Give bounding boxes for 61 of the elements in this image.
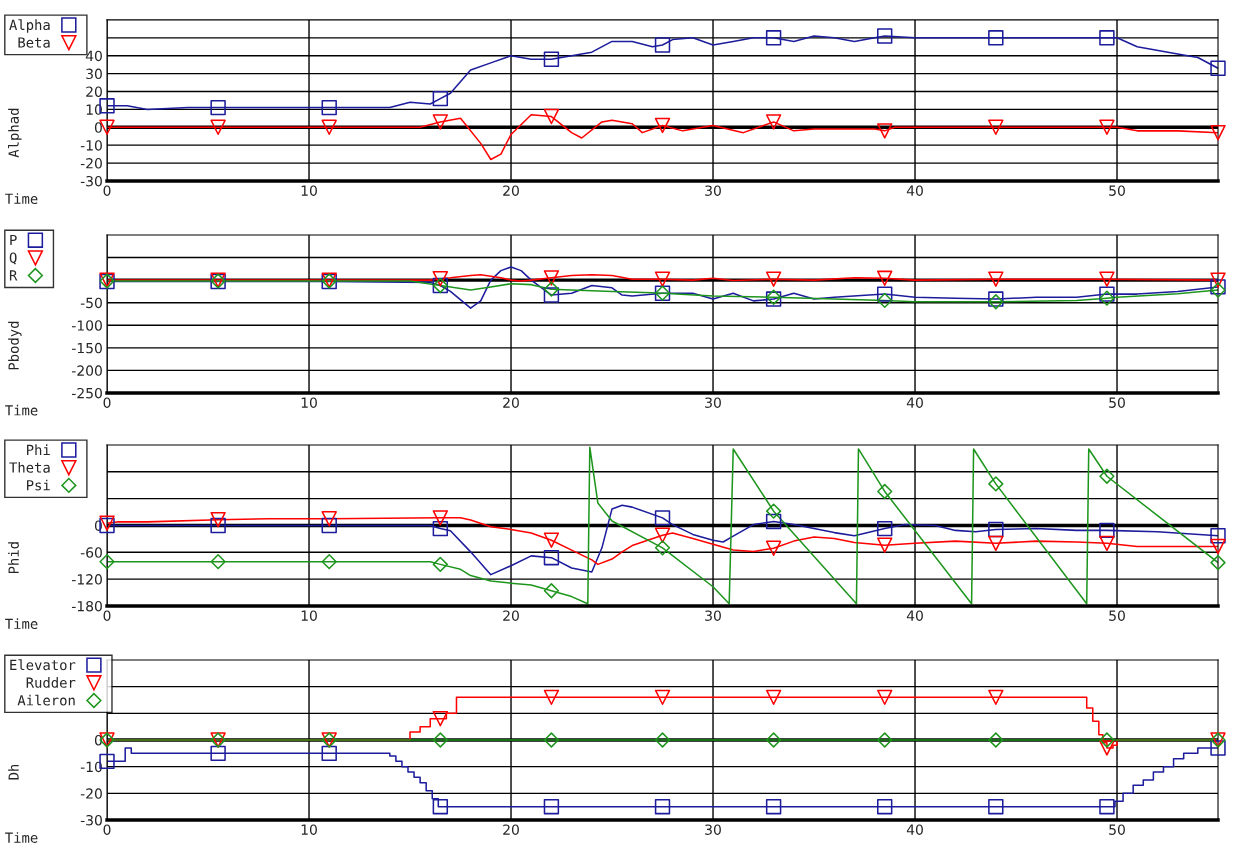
y-tick-label: -30 (80, 814, 102, 826)
y-axis-title: Dh (8, 764, 19, 780)
x-axis-title: Time (5, 618, 38, 630)
y-axis-title: Phid (8, 542, 19, 574)
y-tick-label: -50 (80, 297, 102, 309)
y-tick-label: -10 (80, 761, 102, 773)
x-tick-label: 0 (103, 824, 111, 835)
x-tick-label: 20 (503, 185, 519, 196)
y-tick-label: -60 (80, 547, 102, 558)
y-tick-label: -30 (80, 175, 102, 187)
x-tick-label: 20 (503, 824, 519, 835)
legend-label: Q (9, 252, 17, 265)
x-axis-title: Time (5, 193, 38, 205)
x-tick-label: 30 (705, 397, 721, 408)
x-axis-title: Time (5, 832, 38, 843)
x-tick-label: 10 (301, 397, 317, 408)
x-tick-label: 20 (503, 397, 519, 408)
legend-label: Phi (27, 444, 50, 455)
legend-label: R (9, 270, 18, 281)
legend-label: Aileron (17, 694, 75, 706)
x-tick-label: 50 (1109, 610, 1125, 621)
y-axis-title: Alphad (8, 108, 22, 158)
x-tick-label: 0 (103, 610, 111, 621)
x-tick-label: 40 (906, 397, 923, 408)
legend-label: Rudder (26, 677, 76, 688)
x-tick-label: 30 (705, 610, 721, 621)
x-tick-label: 0 (103, 185, 111, 196)
x-tick-label: 30 (705, 185, 721, 196)
y-tick-label: -150 (72, 342, 102, 354)
x-tick-label: 50 (1109, 397, 1125, 408)
legend-label: Alpha (9, 19, 50, 33)
y-tick-label: -250 (72, 387, 102, 399)
legend-label: Beta (18, 37, 50, 48)
y-tick-label: -10 (80, 140, 102, 151)
y-tick-label: -20 (80, 788, 102, 799)
x-tick-label: 10 (301, 824, 317, 835)
x-tick-label: 30 (705, 824, 721, 835)
y-tick-label: -20 (80, 158, 102, 169)
x-tick-label: 40 (906, 610, 923, 621)
y-tick-label: 0 (94, 122, 102, 133)
x-tick-label: 10 (301, 610, 317, 621)
y-tick-label: -120 (72, 574, 102, 585)
x-tick-label: 40 (906, 824, 923, 835)
y-tick-label: -100 (72, 320, 102, 331)
y-tick-label: 40 (85, 50, 102, 62)
y-tick-label: -180 (72, 600, 102, 612)
legend-label: Theta (9, 462, 50, 473)
y-tick-label: -200 (72, 365, 102, 376)
x-tick-label: 50 (1109, 824, 1125, 835)
legend-label: Elevator (10, 659, 76, 671)
y-axis-title: Pbodyd (8, 321, 22, 370)
x-tick-label: 20 (503, 610, 519, 621)
legend-label: P (10, 234, 17, 246)
legend-label: Psi (27, 479, 50, 491)
y-tick-label: 30 (86, 68, 102, 80)
x-tick-label: 50 (1109, 185, 1125, 196)
x-tick-label: 10 (301, 185, 317, 196)
x-tick-label: 0 (103, 397, 111, 408)
x-axis-title: Time (5, 404, 38, 416)
y-tick-label: 20 (86, 86, 102, 97)
x-tick-label: 40 (906, 185, 923, 196)
